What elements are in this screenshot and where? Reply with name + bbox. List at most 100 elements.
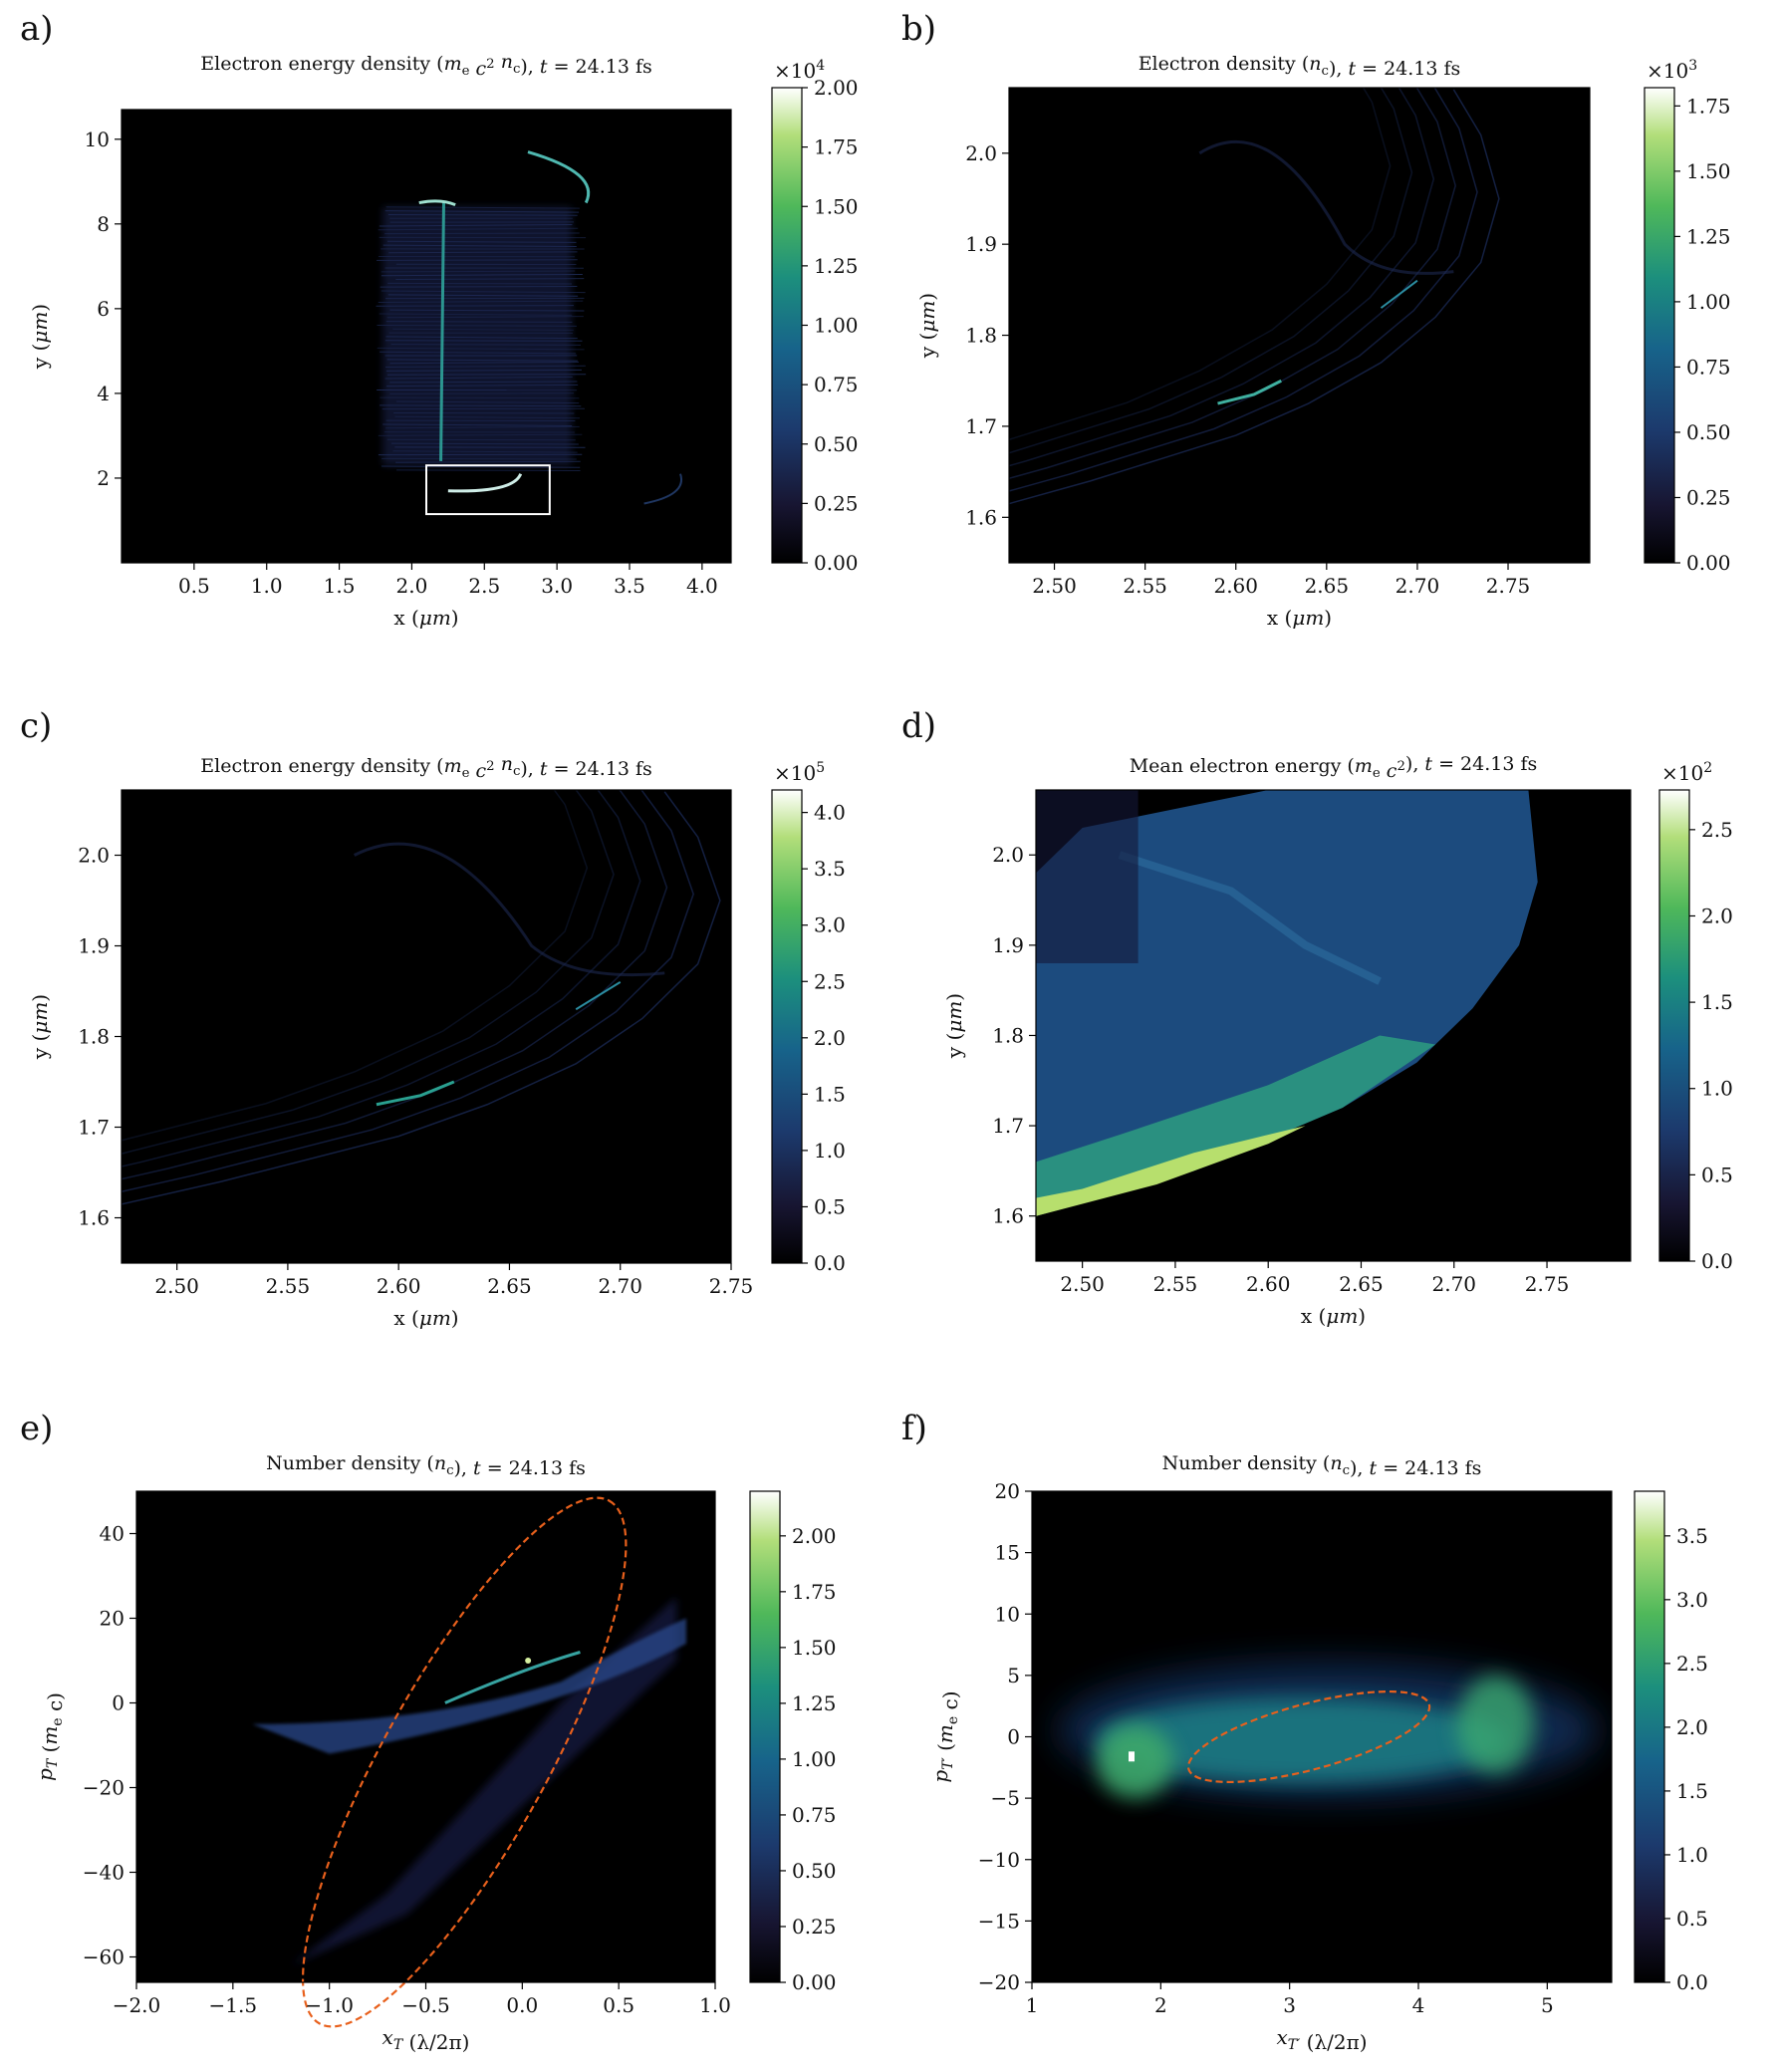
hot-spot (1217, 379, 1282, 405)
density-peak (1129, 1751, 1135, 1762)
colorbar-tick-label: 0.5 (1676, 1907, 1708, 1931)
y-tick-label: 1.8 (78, 1025, 110, 1049)
colorbar-tick-label: 2.0 (1676, 1715, 1708, 1739)
y-tick-label: 1.8 (992, 1023, 1024, 1047)
x-tick-label: 2.60 (1213, 574, 1258, 598)
shell-arc (1009, 88, 1456, 480)
colorbar-tick-label: 1.75 (814, 135, 859, 159)
colorbar-tick-label: 1.75 (792, 1580, 837, 1604)
colorbar-tick-label: 1.75 (1686, 94, 1731, 118)
colorbar-tick-label: 1.25 (1686, 224, 1731, 248)
x-tick-label: 0.5 (603, 1993, 634, 2017)
y-tick-label: 6 (97, 297, 110, 321)
shell-arc (1009, 88, 1392, 441)
x-tick-label: 2.70 (598, 1274, 642, 1298)
y-axis-label: y (μm) (28, 304, 52, 370)
colorbar-tick-label: 0.75 (792, 1803, 837, 1827)
shell-arc (122, 790, 589, 1142)
plot-frame (1035, 789, 1632, 1262)
far-arc (643, 473, 683, 505)
y-tick-label: 1.9 (992, 933, 1024, 957)
y-tick-label: 1.9 (78, 934, 110, 958)
inner-structure (353, 842, 665, 977)
x-axis-label: xT (λ/2π) (382, 2025, 470, 2054)
lower-arc (447, 473, 523, 493)
colorbar-tick-label: 1.0 (1701, 1077, 1733, 1101)
colorbar-tick-label: 3.5 (1676, 1524, 1708, 1548)
y-tick-label: 8 (97, 212, 110, 236)
y-tick-label: 2.0 (965, 141, 997, 165)
bright-filament (439, 202, 445, 461)
colorbar-tick-label: 3.0 (1676, 1588, 1708, 1612)
colorbar-tick-label: 2.5 (814, 969, 846, 993)
y-tick-label: 2 (97, 466, 110, 490)
x-tick-label: 0.5 (178, 574, 210, 598)
y-axis-label: pT′ (me c) (928, 1690, 962, 1782)
low-energy-region (1036, 790, 1139, 963)
x-tick-label: 2.50 (1060, 1272, 1105, 1296)
x-tick-label: 2.55 (266, 1274, 311, 1298)
shell-arc (1009, 88, 1478, 492)
y-tick-label: −20 (83, 1776, 125, 1800)
energy-region (1036, 790, 1538, 1216)
filament (396, 469, 581, 471)
x-tick-label: 3.5 (614, 574, 645, 598)
panel-label: f) (901, 1409, 927, 1448)
panel-1: b) Electron density (nc), t = 24.13 fs 2.5… (901, 9, 1731, 630)
y-tick-label: 1.6 (78, 1206, 110, 1230)
colorbar-tick-label: 4.0 (814, 801, 846, 825)
inner-structure (1118, 851, 1382, 985)
upper-arc (527, 150, 591, 204)
panel-label: e) (20, 1409, 53, 1448)
colorbar-tick-label: 0.00 (792, 1970, 837, 1994)
y-tick-label: 10 (85, 128, 110, 151)
y-tick-label: 1.7 (965, 414, 997, 438)
shell-arc (122, 791, 721, 1205)
density-left-lobe (1096, 1724, 1174, 1799)
y-tick-label: 20 (100, 1607, 125, 1631)
shell-arc (1009, 88, 1435, 467)
y-tick-label: 0 (1007, 1725, 1020, 1749)
colorbar-tick-label: 0.50 (1686, 420, 1731, 444)
top-arc (418, 199, 456, 207)
colorbar (1658, 789, 1690, 1262)
y-tick-label: 2.0 (78, 844, 110, 868)
x-tick-label: 2.50 (154, 1274, 199, 1298)
high-energy-band (1036, 1035, 1436, 1216)
heatmap-content (1009, 88, 1500, 505)
colorbar-tick-label: 0.5 (1701, 1163, 1733, 1186)
colorbar-tick-label: 1.25 (792, 1691, 837, 1715)
x-tick-label: −0.5 (401, 1993, 450, 2017)
plasma-slab (382, 206, 572, 466)
panel-label: c) (20, 706, 52, 746)
x-tick-label: 5 (1541, 1993, 1554, 2017)
y-axis-label: y (μm) (915, 293, 939, 359)
x-tick-label: 2.5 (468, 574, 500, 598)
shell-arc (1009, 88, 1413, 454)
colorbar (771, 789, 803, 1264)
x-tick-label: 3 (1283, 1993, 1296, 2017)
y-tick-label: 1.9 (965, 232, 997, 256)
dense-filament (444, 1651, 581, 1704)
colorbar-tick-label: 1.0 (1676, 1843, 1708, 1867)
y-tick-label: −60 (83, 1945, 125, 1969)
density-right-lobe (1456, 1675, 1535, 1774)
colorbar-tick-label: 1.00 (814, 314, 859, 338)
colorbar-tick-label: 0.0 (1701, 1249, 1733, 1273)
colorbar-tick-label: 3.0 (814, 913, 846, 937)
filament (381, 465, 581, 468)
y-tick-label: 1.6 (992, 1204, 1024, 1228)
x-tick-label: 3.0 (541, 574, 573, 598)
y-tick-label: 1.6 (965, 505, 997, 529)
y-axis-label: y (μm) (942, 993, 966, 1059)
y-tick-label: 5 (1007, 1664, 1020, 1687)
y-tick-label: 1.8 (965, 324, 997, 348)
edge-spot (1380, 279, 1418, 309)
plot-title: Number density (nc), t = 24.13 fs (266, 1452, 586, 1479)
colorbar-tick-label: 1.50 (1686, 159, 1731, 183)
peak-energy-band (1036, 1126, 1306, 1216)
y-axis-label: pT (me c) (33, 1692, 67, 1781)
colorbar-multiplier: ×104 (774, 58, 825, 83)
colorbar-tick-label: 2.5 (1676, 1652, 1708, 1676)
